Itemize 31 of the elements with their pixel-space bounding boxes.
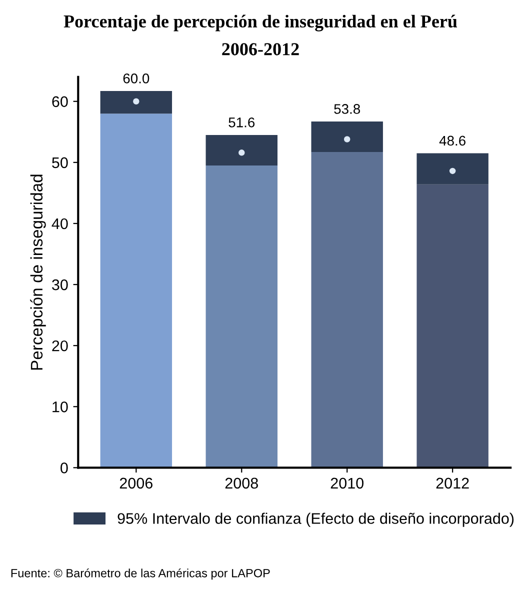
y-tick-label: 10 [52, 402, 68, 412]
data-label: 60.0 [123, 74, 150, 84]
bar [311, 122, 383, 152]
bar [416, 153, 488, 184]
y-tick-label: 30 [52, 279, 68, 290]
bar [311, 152, 383, 468]
legend-label: 95% Intervalo de confianza (Efecto de diseño incorporado) [118, 512, 514, 527]
bar [100, 114, 172, 468]
y-tick-label: 60 [52, 96, 68, 108]
point [238, 150, 245, 156]
point [449, 168, 456, 174]
source-note: Fuente: © Barómetro de las Américas por LAPOP [11, 568, 270, 580]
point [344, 136, 350, 142]
chart-title: Porcentaje de percepción de inseguridad en el Perú 2006-2012 [64, 14, 458, 56]
data-label: 48.6 [439, 136, 466, 146]
y-axis-title: Percepción de inseguridad [30, 174, 46, 370]
point [133, 98, 140, 105]
bar [100, 91, 172, 114]
x-tick-label: 2006 [120, 478, 152, 489]
data-label: 53.8 [334, 104, 360, 114]
y-tick-label: 40 [52, 218, 68, 230]
bar [206, 134, 278, 166]
x-tick-label: 2008 [225, 478, 258, 489]
bar [206, 165, 278, 468]
bar [416, 184, 488, 468]
x-tick-label: 2012 [436, 478, 469, 489]
x-tick-label: 2010 [330, 478, 364, 489]
data-label: 51.6 [228, 117, 255, 128]
y-tick-label: 0 [60, 462, 68, 474]
y-tick-label: 50 [52, 157, 68, 168]
y-tick-label: 20 [52, 340, 68, 352]
